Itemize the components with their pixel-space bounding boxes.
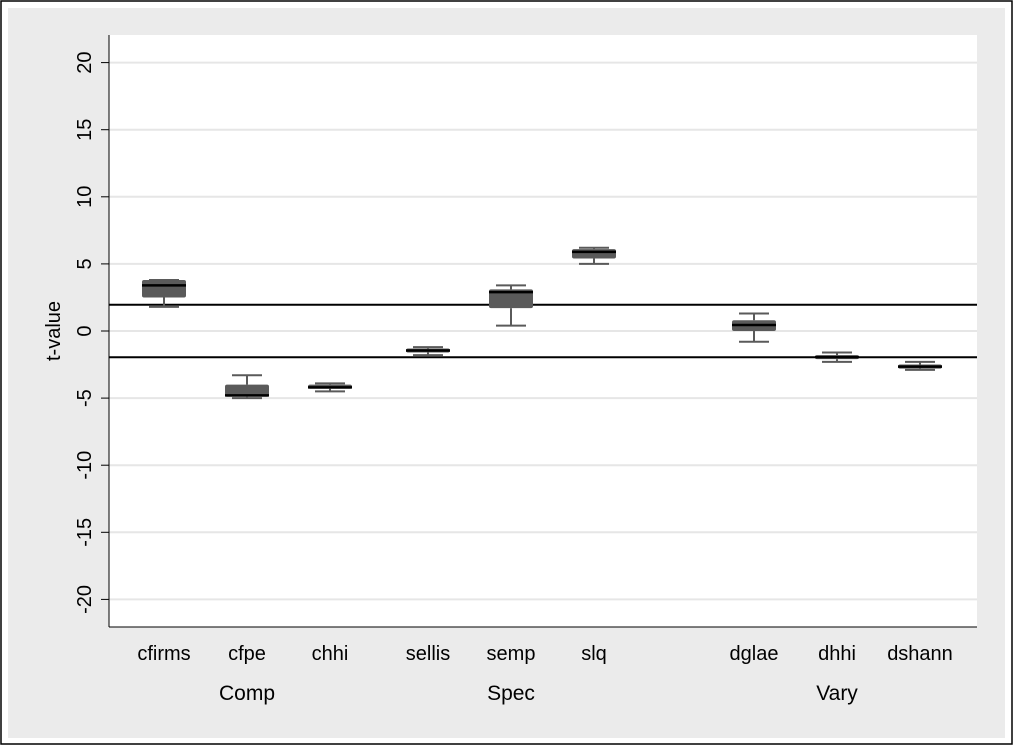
box-slq bbox=[572, 246, 616, 265]
y-tick-label: -20 bbox=[74, 585, 96, 614]
x-tick-label: dshann bbox=[887, 643, 953, 665]
x-tick-label: cfpe bbox=[228, 643, 266, 665]
box-cfpe bbox=[225, 374, 269, 400]
x-tick-label: cfirms bbox=[137, 643, 190, 665]
y-tick-label: 15 bbox=[74, 119, 96, 141]
box-iqr bbox=[225, 384, 269, 397]
x-tick-label: dhhi bbox=[818, 643, 856, 665]
group-labels: Comp Spec Vary bbox=[219, 682, 858, 705]
y-axis-label: t-value bbox=[43, 301, 65, 361]
y-axis-ticks: -20 -15 -10 -5 0 5 10 15 20 bbox=[74, 51, 109, 614]
box-sellis bbox=[406, 346, 450, 357]
grid-lines bbox=[109, 61, 977, 601]
y-tick-label: 5 bbox=[74, 258, 96, 269]
box-iqr bbox=[572, 249, 616, 259]
x-tick-label: chhi bbox=[312, 643, 349, 665]
x-tick-label: sellis bbox=[406, 643, 450, 665]
y-tick-label: -15 bbox=[74, 518, 96, 547]
box-cfirms bbox=[142, 279, 186, 308]
box-series bbox=[142, 246, 942, 400]
box-dhhi bbox=[815, 351, 859, 363]
y-tick-label: -5 bbox=[74, 389, 96, 407]
box-iqr bbox=[489, 289, 533, 309]
x-tick-label: dglae bbox=[730, 643, 779, 665]
box-iqr bbox=[142, 280, 186, 298]
y-tick-label: -10 bbox=[74, 451, 96, 480]
box-semp bbox=[489, 284, 533, 327]
box-dglae bbox=[732, 312, 776, 343]
x-tick-label: slq bbox=[581, 643, 607, 665]
box-dshann bbox=[898, 360, 942, 371]
x-tick-label: semp bbox=[487, 643, 536, 665]
group-label: Vary bbox=[816, 682, 858, 705]
group-label: Comp bbox=[219, 682, 275, 705]
y-tick-label: 0 bbox=[74, 325, 96, 336]
x-axis-ticks: cfirms cfpe chhi sellis semp slq dglae dhhi dsha… bbox=[137, 643, 952, 665]
group-label: Spec bbox=[487, 682, 535, 705]
y-tick-label: 10 bbox=[74, 186, 96, 208]
box-chhi bbox=[308, 382, 352, 393]
y-tick-label: 20 bbox=[74, 51, 96, 73]
